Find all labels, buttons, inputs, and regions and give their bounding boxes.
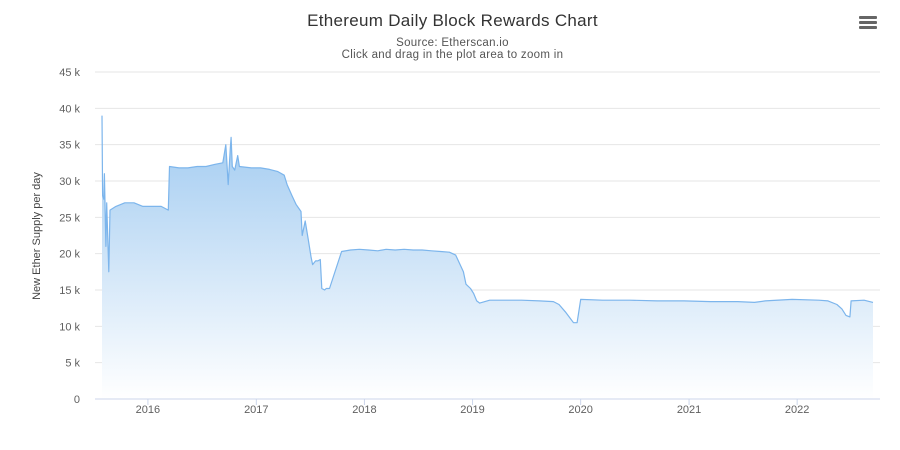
chart-subtitle-source: Source: Etherscan.io bbox=[396, 37, 509, 49]
y-tick-label: 15 k bbox=[59, 285, 80, 297]
series-area bbox=[101, 115, 874, 399]
y-tick-label: 35 k bbox=[59, 140, 80, 152]
y-axis-ticks: 0 5 k 10 k 15 k 20 k 25 k 30 k 35 k 40 k 45 k bbox=[59, 67, 80, 406]
y-tick-label: 45 k bbox=[59, 67, 80, 79]
x-tick-label: 2017 bbox=[244, 404, 268, 416]
menu-bar-bottom bbox=[859, 26, 877, 29]
y-tick-label: 20 k bbox=[59, 249, 80, 261]
y-tick-label: 0 bbox=[74, 394, 80, 406]
x-tick-label: 2016 bbox=[136, 404, 160, 416]
series-area-fill bbox=[102, 115, 873, 399]
hamburger-menu-icon[interactable] bbox=[852, 10, 880, 34]
chart-title: Ethereum Daily Block Rewards Chart bbox=[307, 11, 598, 30]
y-axis-title: New Ether Supply per day bbox=[31, 172, 43, 300]
y-tick-label: 40 k bbox=[59, 103, 80, 115]
series-line bbox=[101, 115, 874, 324]
x-axis-ticks: 2016 2017 2018 2019 2020 2021 2022 bbox=[136, 399, 809, 416]
chart-subtitle-zoom-hint: Click and drag in the plot area to zoom … bbox=[341, 49, 564, 61]
y-tick-label: 30 k bbox=[59, 176, 80, 188]
x-tick-label: 2018 bbox=[352, 404, 376, 416]
x-tick-label: 2021 bbox=[677, 404, 701, 416]
menu-bar-top bbox=[859, 16, 877, 19]
menu-bar-middle bbox=[859, 21, 877, 24]
x-tick-label: 2019 bbox=[460, 404, 484, 416]
y-tick-label: 5 k bbox=[65, 358, 80, 370]
x-tick-label: 2022 bbox=[785, 404, 809, 416]
y-tick-label: 25 k bbox=[59, 212, 80, 224]
y-tick-label: 10 k bbox=[59, 321, 80, 333]
x-tick-label: 2020 bbox=[568, 404, 592, 416]
